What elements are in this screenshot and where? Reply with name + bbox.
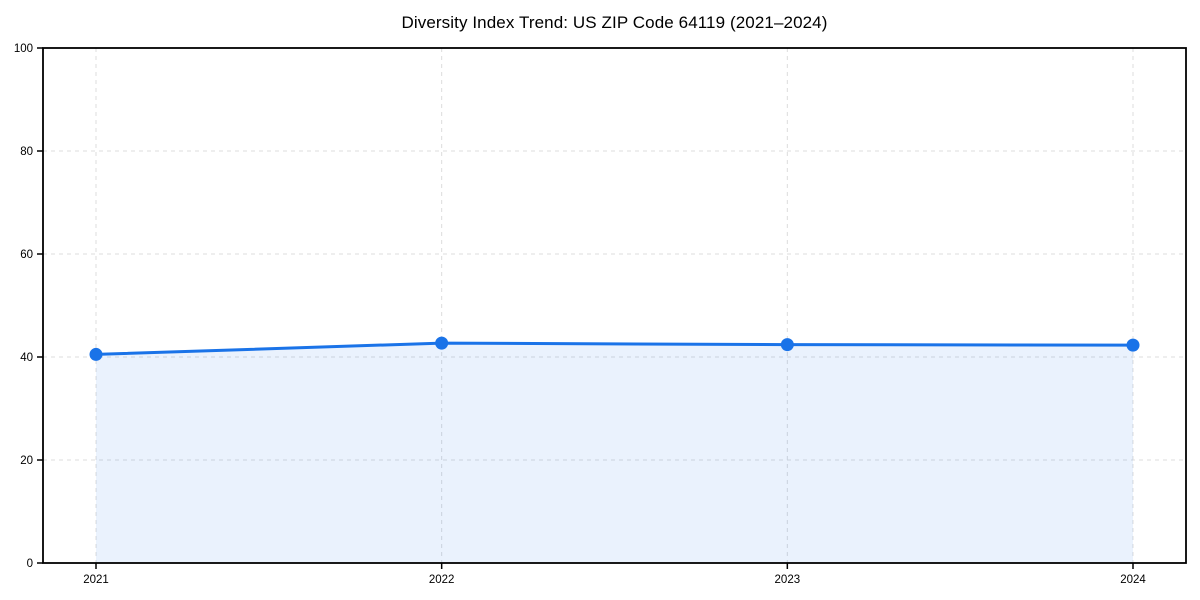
x-tick-label: 2024 bbox=[1120, 574, 1146, 586]
chart-title: Diversity Index Trend: US ZIP Code 64119… bbox=[401, 13, 828, 32]
y-tick-label: 20 bbox=[20, 455, 33, 467]
y-tick-label: 0 bbox=[27, 558, 33, 570]
y-tick-label: 60 bbox=[20, 249, 33, 261]
data-point-marker-2021 bbox=[89, 347, 103, 361]
plot-border bbox=[42, 47, 1187, 564]
x-tick-label: 2021 bbox=[83, 574, 109, 586]
data-point-marker-2024 bbox=[1126, 338, 1140, 352]
x-tick-label: 2022 bbox=[429, 574, 455, 586]
area-fill bbox=[96, 343, 1133, 563]
y-tick-label: 40 bbox=[20, 352, 33, 364]
data-point-marker-2023 bbox=[780, 338, 794, 352]
trend-line bbox=[94, 341, 1135, 356]
data-point-marker-2022 bbox=[435, 336, 449, 350]
y-tick-label: 80 bbox=[20, 146, 33, 158]
x-tick-label: 2023 bbox=[775, 574, 801, 586]
y-tick-label: 100 bbox=[14, 43, 33, 55]
